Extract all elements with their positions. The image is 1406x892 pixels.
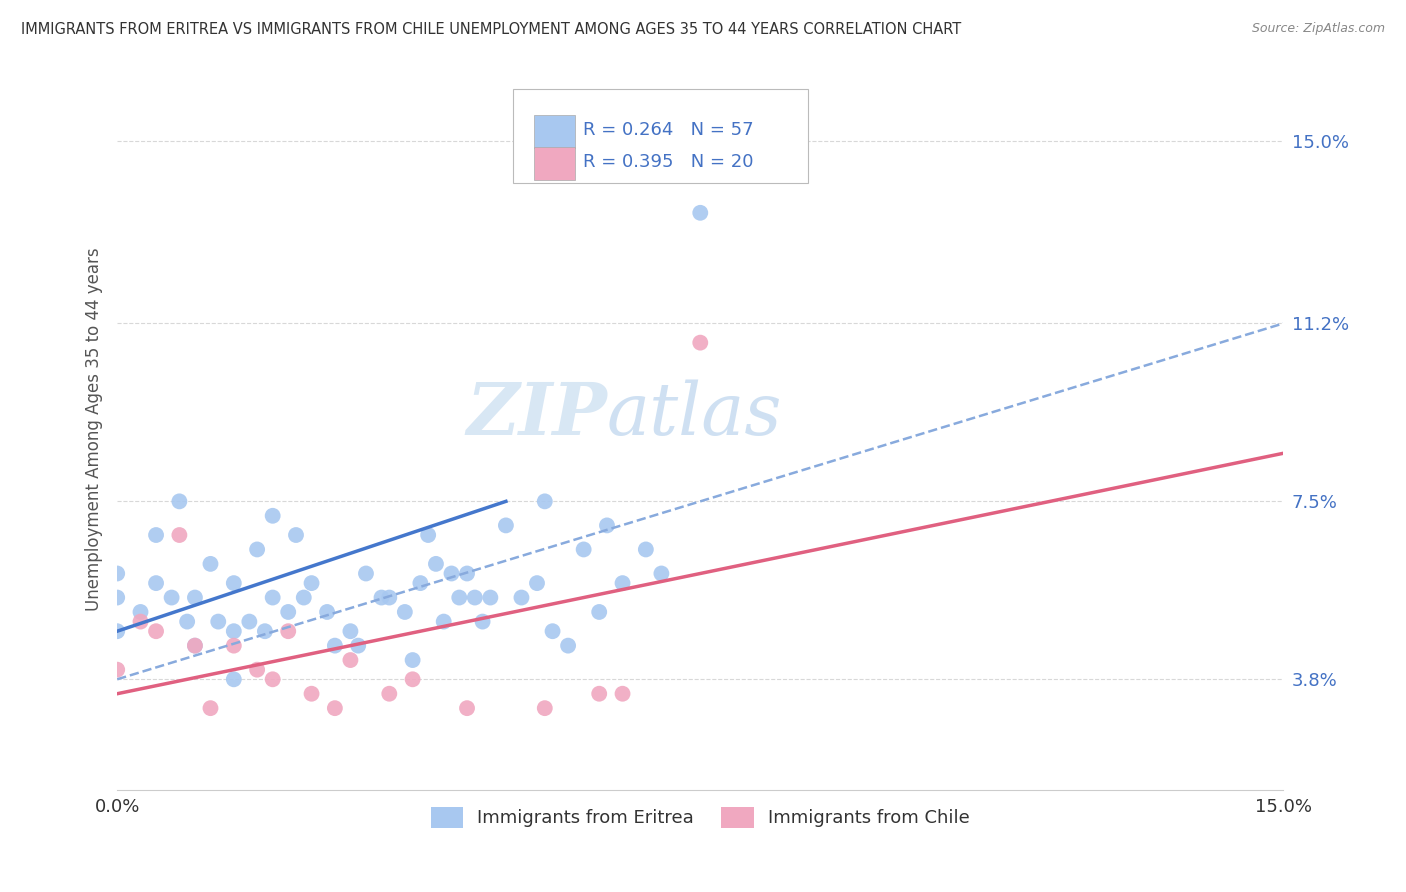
Text: R = 0.264   N = 57: R = 0.264 N = 57 — [583, 121, 754, 139]
Text: IMMIGRANTS FROM ERITREA VS IMMIGRANTS FROM CHILE UNEMPLOYMENT AMONG AGES 35 TO 4: IMMIGRANTS FROM ERITREA VS IMMIGRANTS FR… — [21, 22, 962, 37]
Point — [418, 528, 440, 542]
Y-axis label: Unemployment Among Ages 35 to 44 years: Unemployment Among Ages 35 to 44 years — [86, 247, 103, 611]
Point — [222, 639, 245, 653]
Point — [526, 576, 548, 591]
Point — [401, 653, 423, 667]
Point — [479, 591, 502, 605]
Point — [409, 576, 432, 591]
Point — [588, 605, 610, 619]
Point — [316, 605, 339, 619]
Text: ZIP: ZIP — [467, 379, 607, 450]
Point — [301, 687, 323, 701]
Point — [572, 542, 595, 557]
Point — [440, 566, 463, 581]
Point — [207, 615, 229, 629]
Point — [301, 576, 323, 591]
Point — [541, 624, 564, 639]
Text: atlas: atlas — [607, 379, 783, 450]
Point — [277, 624, 299, 639]
Point — [378, 687, 401, 701]
Point — [160, 591, 183, 605]
Point — [612, 687, 634, 701]
Point — [285, 528, 308, 542]
Point — [433, 615, 456, 629]
Point — [200, 557, 222, 571]
Point — [339, 624, 361, 639]
Text: R = 0.395   N = 20: R = 0.395 N = 20 — [583, 153, 754, 170]
Point — [145, 624, 167, 639]
Point — [184, 639, 207, 653]
Point — [238, 615, 260, 629]
Point — [169, 494, 191, 508]
Point — [246, 663, 269, 677]
Point — [456, 566, 478, 581]
Point — [323, 701, 346, 715]
Point — [323, 639, 346, 653]
Point — [634, 542, 657, 557]
Point — [370, 591, 392, 605]
Point — [222, 624, 245, 639]
Point — [401, 673, 423, 687]
Point — [169, 528, 191, 542]
Point — [262, 508, 284, 523]
Point — [471, 615, 494, 629]
Point — [222, 576, 245, 591]
Point — [557, 639, 579, 653]
Point — [596, 518, 619, 533]
Point — [246, 542, 269, 557]
Point — [339, 653, 361, 667]
Point — [105, 591, 128, 605]
Point — [129, 605, 152, 619]
Text: Source: ZipAtlas.com: Source: ZipAtlas.com — [1251, 22, 1385, 36]
Point — [689, 335, 711, 350]
Point — [612, 576, 634, 591]
Point — [292, 591, 315, 605]
Point — [378, 591, 401, 605]
Point — [129, 615, 152, 629]
Point — [394, 605, 416, 619]
Point — [464, 591, 486, 605]
Point — [253, 624, 276, 639]
Point — [456, 701, 478, 715]
Point — [176, 615, 198, 629]
Point — [277, 605, 299, 619]
Point — [200, 701, 222, 715]
Point — [347, 639, 370, 653]
Point — [184, 639, 207, 653]
Point — [510, 591, 533, 605]
Point — [145, 576, 167, 591]
Point — [145, 528, 167, 542]
Point — [425, 557, 447, 571]
Point — [495, 518, 517, 533]
Point — [105, 624, 128, 639]
Point — [533, 701, 555, 715]
Point — [262, 591, 284, 605]
Point — [533, 494, 555, 508]
Point — [222, 673, 245, 687]
Point — [449, 591, 471, 605]
Point — [262, 673, 284, 687]
Point — [354, 566, 377, 581]
Legend: Immigrants from Eritrea, Immigrants from Chile: Immigrants from Eritrea, Immigrants from… — [423, 800, 977, 835]
Point — [105, 566, 128, 581]
Point — [184, 591, 207, 605]
Point — [689, 206, 711, 220]
Point — [105, 663, 128, 677]
Point — [588, 687, 610, 701]
Point — [650, 566, 672, 581]
